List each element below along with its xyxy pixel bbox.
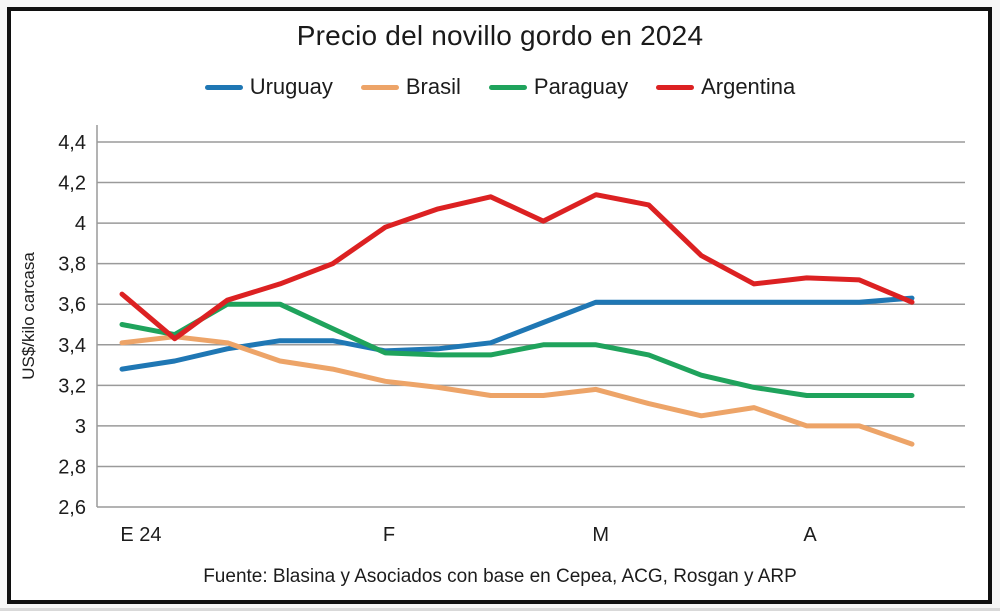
legend-swatch-paraguay xyxy=(488,84,527,90)
legend-swatch-argentina xyxy=(656,84,695,90)
y-tick-label: 4 xyxy=(75,213,86,235)
legend-label: Paraguay xyxy=(533,74,629,99)
legend-label: Argentina xyxy=(701,74,796,99)
legend-swatch-uruguay xyxy=(204,84,243,90)
chart-frame xyxy=(7,7,992,604)
x-tick-label: F xyxy=(383,524,395,546)
legend-label: Brasil xyxy=(405,74,461,99)
y-tick-label: 4,4 xyxy=(58,132,86,154)
series-line-brasil xyxy=(119,334,915,447)
legend-label: Uruguay xyxy=(249,74,333,99)
y-tick-label: 3 xyxy=(75,416,86,438)
x-tick-label: M xyxy=(592,524,609,546)
y-tick-label: 3,2 xyxy=(58,375,86,397)
x-tick-label: E 24 xyxy=(120,524,161,546)
series-line-paraguay xyxy=(119,301,915,398)
y-tick-label: 3,6 xyxy=(58,294,86,316)
legend-item-paraguay: Paraguay xyxy=(488,74,629,100)
legend-item-brasil: Brasil xyxy=(360,74,461,100)
legend-item-uruguay: Uruguay xyxy=(204,74,333,100)
legend-item-argentina: Argentina xyxy=(656,74,795,100)
y-tick-label: 2,6 xyxy=(58,497,86,519)
y-tick-label: 4,2 xyxy=(58,173,86,195)
y-tick-label: 3,8 xyxy=(58,254,86,276)
series-line-uruguay xyxy=(119,295,915,372)
source-note: Fuente: Blasina y Asociados con base en … xyxy=(203,566,797,587)
y-tick-label: 2,8 xyxy=(58,456,86,478)
y-tick-label: 3,4 xyxy=(58,335,86,357)
legend-swatch-brasil xyxy=(360,84,399,90)
x-tick-label: A xyxy=(803,524,817,546)
chart-title: Precio del novillo gordo en 2024 xyxy=(296,20,704,51)
chart-legend: Uruguay Brasil Paraguay Argentina xyxy=(0,74,1000,100)
series-line-argentina xyxy=(119,192,915,342)
page-edge xyxy=(0,608,1000,611)
